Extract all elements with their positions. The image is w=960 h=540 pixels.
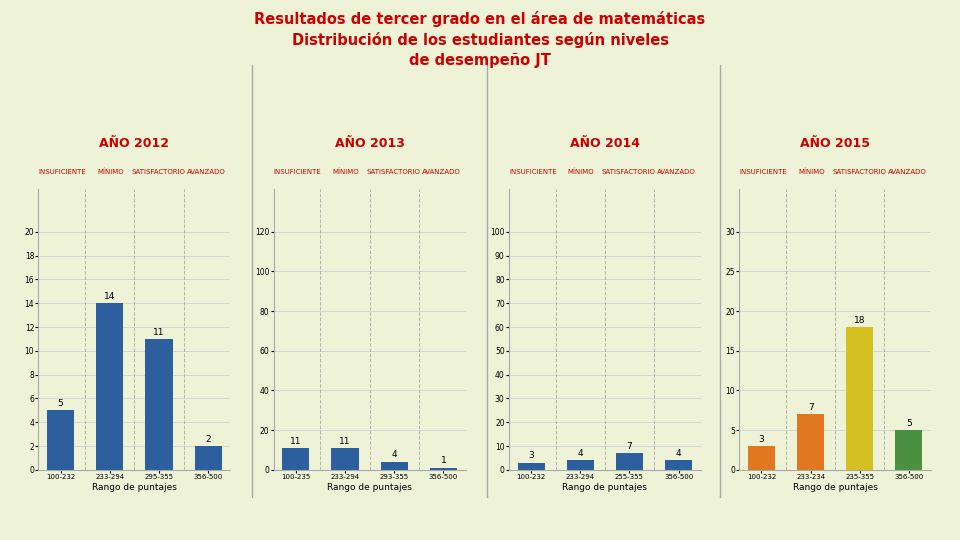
Text: SATISFACTORIO: SATISFACTORIO <box>367 170 420 176</box>
Text: 18: 18 <box>854 316 866 325</box>
Text: AÑO 2013: AÑO 2013 <box>335 137 404 150</box>
Bar <box>146 339 173 470</box>
Bar <box>566 460 593 470</box>
Text: AVANZADO: AVANZADO <box>658 170 696 176</box>
Text: MÍNIMO: MÍNIMO <box>332 169 359 176</box>
Bar <box>847 327 874 470</box>
Text: INSUFICIENTE: INSUFICIENTE <box>739 170 787 176</box>
Text: 11: 11 <box>154 328 165 336</box>
Text: Resultados de tercer grado en el área de matemáticas
Distribución de los estudia: Resultados de tercer grado en el área de… <box>254 11 706 68</box>
Bar <box>517 463 544 470</box>
Bar <box>331 448 358 470</box>
Text: MÍNIMO: MÍNIMO <box>567 169 594 176</box>
Text: INSUFICIENTE: INSUFICIENTE <box>38 170 86 176</box>
Text: 4: 4 <box>676 449 682 458</box>
X-axis label: Rango de puntajes: Rango de puntajes <box>92 483 177 492</box>
Text: 3: 3 <box>528 451 534 460</box>
Text: INSUFICIENTE: INSUFICIENTE <box>274 170 322 176</box>
Text: AVANZADO: AVANZADO <box>187 170 226 176</box>
Text: SATISFACTORIO: SATISFACTORIO <box>832 170 886 176</box>
Text: AÑO 2014: AÑO 2014 <box>570 137 639 150</box>
X-axis label: Rango de puntajes: Rango de puntajes <box>793 483 877 492</box>
Text: INSUFICIENTE: INSUFICIENTE <box>509 170 557 176</box>
Text: 5: 5 <box>58 399 63 408</box>
Text: 4: 4 <box>392 450 397 460</box>
Bar <box>96 303 123 470</box>
Bar <box>47 410 74 470</box>
Bar <box>381 462 408 470</box>
Text: AÑO 2015: AÑO 2015 <box>801 137 870 150</box>
Text: 4: 4 <box>577 449 583 458</box>
Text: 1: 1 <box>441 456 446 465</box>
X-axis label: Rango de puntajes: Rango de puntajes <box>327 483 412 492</box>
Text: AVANZADO: AVANZADO <box>888 170 926 176</box>
Text: 3: 3 <box>758 435 764 444</box>
Bar <box>616 453 643 470</box>
Text: 7: 7 <box>627 442 633 451</box>
Text: AÑO 2012: AÑO 2012 <box>100 137 169 150</box>
Text: 14: 14 <box>104 292 115 301</box>
Text: 11: 11 <box>290 437 301 445</box>
Text: 7: 7 <box>807 403 813 412</box>
Bar <box>797 414 824 470</box>
X-axis label: Rango de puntajes: Rango de puntajes <box>563 483 647 492</box>
Text: SATISFACTORIO: SATISFACTORIO <box>132 170 185 176</box>
Bar <box>430 468 457 470</box>
Text: SATISFACTORIO: SATISFACTORIO <box>602 170 656 176</box>
Text: MÍNIMO: MÍNIMO <box>798 169 825 176</box>
Bar <box>665 460 692 470</box>
Text: 2: 2 <box>205 435 211 444</box>
Bar <box>282 448 309 470</box>
Bar <box>195 446 222 470</box>
Text: AVANZADO: AVANZADO <box>422 170 461 176</box>
Text: 5: 5 <box>906 418 912 428</box>
Bar <box>748 446 775 470</box>
Text: MÍNIMO: MÍNIMO <box>97 169 124 176</box>
Bar <box>896 430 923 470</box>
Text: 11: 11 <box>339 437 350 445</box>
